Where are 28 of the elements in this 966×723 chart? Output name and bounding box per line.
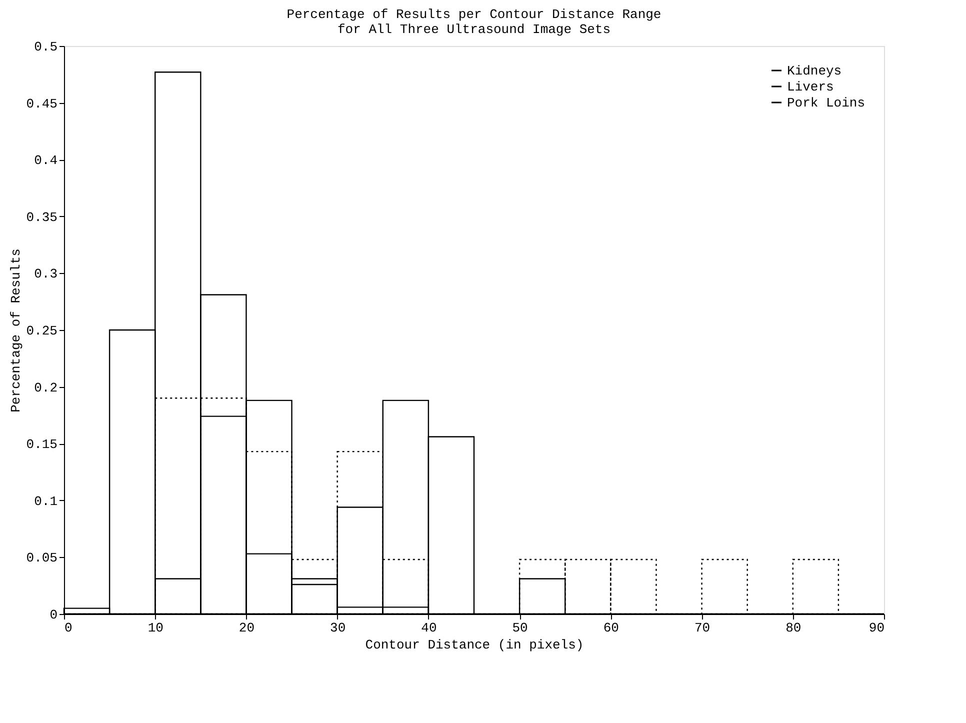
y-tick-label: 0.45 [26, 96, 58, 112]
x-tick-label: 80 [786, 620, 802, 636]
y-tick-label: 0.15 [26, 437, 58, 452]
x-tick-label: 20 [238, 620, 255, 636]
chart-subtitle: for All Three Ultrasound Image Sets [337, 22, 611, 37]
y-tick-label: 0.05 [26, 550, 58, 566]
x-axis-title: Contour Distance (in pixels) [365, 638, 584, 652]
legend-label: Kidneys [787, 64, 842, 78]
y-tick-label: 0.4 [34, 153, 58, 168]
x-tick-label: 40 [421, 620, 437, 636]
x-tick-label: 70 [694, 620, 710, 636]
y-tick-label: 0.3 [34, 266, 58, 282]
x-tick-label: 90 [868, 620, 884, 636]
y-axis-title: Percentage of Results [8, 248, 24, 412]
x-tick-label: 50 [512, 620, 528, 636]
x-tick-label: 10 [148, 620, 164, 636]
y-tick-label: 0.5 [34, 40, 58, 54]
x-tick-label: 30 [330, 620, 346, 636]
x-tick-label: 60 [603, 620, 619, 636]
chart-title: Percentage of Results per Contour Distance Range [286, 7, 662, 22]
y-tick-label: 0.25 [26, 324, 58, 338]
y-tick-label: 0.2 [34, 380, 58, 396]
y-tick-label: 0.35 [26, 210, 58, 225]
legend-label: Pork Loins [787, 96, 866, 110]
x-tick-label: 0 [64, 620, 72, 636]
legend-label: Livers [787, 80, 834, 94]
y-tick-label: 0 [50, 608, 58, 622]
y-tick-label: 0.1 [34, 494, 58, 509]
